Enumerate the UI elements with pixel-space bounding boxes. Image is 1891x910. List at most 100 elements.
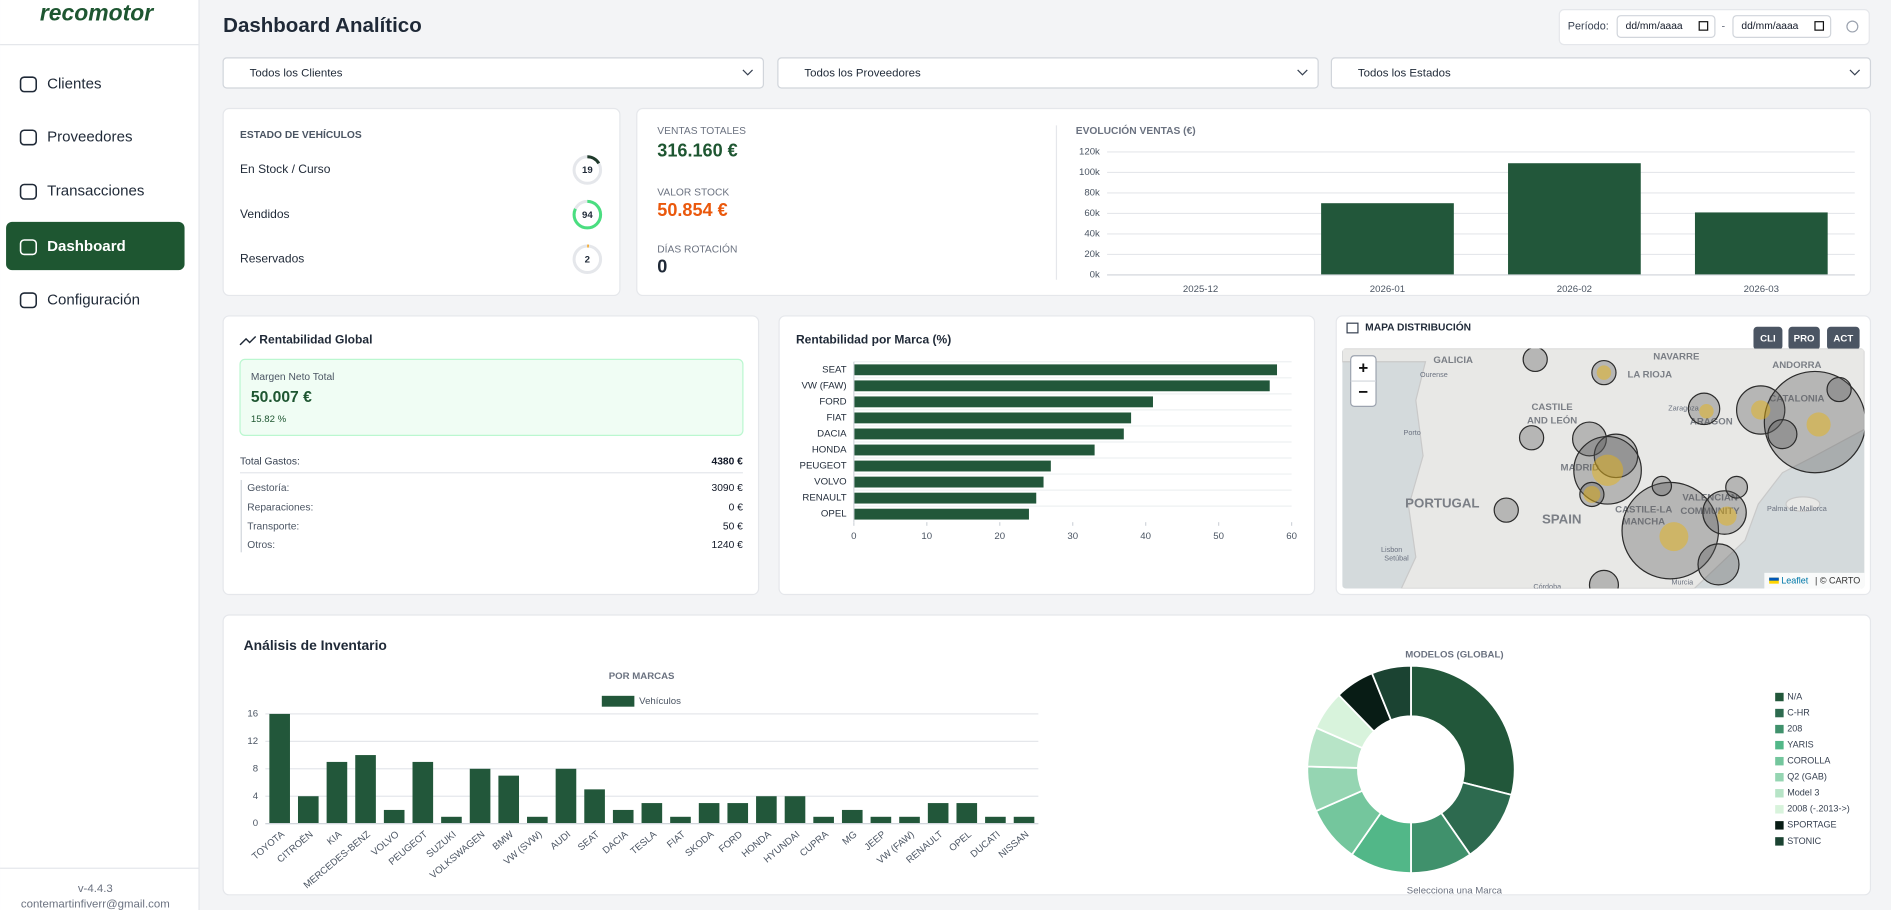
bar <box>1508 163 1641 275</box>
nav-item[interactable]: Transacciones <box>47 183 144 200</box>
chevron <box>1849 69 1861 76</box>
filter-select[interactable] <box>1330 57 1872 89</box>
kpi-label: VALOR STOCK <box>657 188 729 199</box>
map-label: Murcia <box>1671 577 1694 586</box>
status-value: 94 <box>582 210 593 221</box>
y-tick-label: FORD <box>819 396 846 407</box>
bar <box>853 396 1153 408</box>
status-label: Vendidos <box>240 207 290 221</box>
bar <box>498 775 520 824</box>
y-tick-label: 0 <box>253 818 258 829</box>
x-tick-label: 2026-01 <box>1370 284 1405 295</box>
nav-icon <box>19 183 38 200</box>
legend-swatch <box>601 695 635 707</box>
net-value: 50.007 € <box>251 389 312 406</box>
filter-select[interactable] <box>777 57 1319 89</box>
filter-select[interactable] <box>222 57 765 89</box>
expense-value: 0 € <box>729 502 744 513</box>
y-tick-label: 4 <box>253 791 259 802</box>
calendar-icon <box>1814 21 1825 31</box>
bar <box>555 768 577 824</box>
bar <box>670 816 691 824</box>
zoom-out[interactable]: − <box>1358 383 1368 402</box>
kpi-label: DÍAS ROTACIÓN <box>657 242 737 255</box>
bar <box>870 816 892 824</box>
layer-button[interactable] <box>1827 326 1860 350</box>
layer-button[interactable] <box>1753 326 1783 350</box>
bar <box>853 460 1051 472</box>
map-label: CASTILE <box>1531 402 1573 413</box>
total-value: 4380 € <box>712 457 744 468</box>
legend-label: C-HR <box>1787 707 1810 717</box>
trend-icon <box>239 335 257 346</box>
net-percent: 15.82 % <box>251 414 287 425</box>
y-tick-label: HONDA <box>812 445 847 456</box>
map-label: Ourense <box>1420 370 1448 379</box>
layer-button[interactable] <box>1788 326 1820 350</box>
bar <box>813 816 834 824</box>
map-label: ANDORRA <box>1772 360 1821 371</box>
x-tick-label: 60 <box>1286 531 1297 542</box>
card <box>222 614 1872 896</box>
map-circle <box>1687 392 1721 426</box>
chart-title: EVOLUCIÓN VENTAS (€) <box>1076 124 1196 137</box>
map-label: NAVARRE <box>1653 352 1700 363</box>
bar <box>412 761 434 824</box>
map-label: LA RIOJA <box>1627 370 1672 381</box>
map-label: CASTILE-LA <box>1615 505 1672 516</box>
bar <box>853 428 1124 440</box>
card <box>222 315 760 596</box>
date-input[interactable] <box>1732 15 1832 38</box>
y-tick-label: 12 <box>247 736 258 747</box>
y-tick-label: DACIA <box>817 429 847 440</box>
map-circle <box>1591 454 1624 486</box>
x-tick-label: 2026-02 <box>1557 284 1592 295</box>
x-tick-label: 10 <box>921 531 932 542</box>
bar <box>326 761 348 824</box>
map-label: MANCHA <box>1622 517 1665 528</box>
bar <box>641 803 663 824</box>
bar <box>269 713 290 824</box>
map-circle <box>1717 506 1737 526</box>
island <box>1785 496 1821 512</box>
nav-item[interactable]: Clientes <box>47 75 101 92</box>
flag-icon <box>1769 577 1779 581</box>
nav-active <box>6 221 185 271</box>
bar <box>1694 212 1828 275</box>
bar <box>956 803 978 824</box>
email: contemartinfiverr@gmail.com <box>21 898 170 910</box>
y-tick-label: 100k <box>1079 167 1100 178</box>
date-input[interactable] <box>1616 15 1716 38</box>
nav-item[interactable]: Dashboard <box>47 238 126 255</box>
attribution-link[interactable]: Leaflet <box>1781 576 1809 586</box>
y-tick-label: 80k <box>1084 187 1100 198</box>
hint: Selecciona una Marca <box>1407 886 1503 897</box>
logo: recomotor <box>40 0 154 26</box>
zoom-in[interactable]: + <box>1358 358 1368 377</box>
legend-label: STONIC <box>1787 836 1821 846</box>
attribution-text: | © CARTO <box>1815 576 1860 586</box>
clear-button[interactable] <box>1846 20 1859 33</box>
ring-arc <box>572 155 603 185</box>
date-placeholder: dd/mm/aaaa <box>1741 21 1798 32</box>
map-circle <box>1579 481 1605 508</box>
ring-arc <box>572 244 603 275</box>
expense-value: 3090 € <box>712 483 744 494</box>
map-circle <box>1493 497 1519 523</box>
nav-item[interactable]: Configuración <box>47 291 140 308</box>
y-tick-label: 40k <box>1084 228 1100 239</box>
legend-swatch <box>1775 724 1784 734</box>
map-circle <box>1571 421 1607 457</box>
bar <box>853 476 1044 488</box>
map-circle <box>1751 400 1771 420</box>
nav-item[interactable]: Proveedores <box>47 128 132 145</box>
card-title: ESTADO DE VEHÍCULOS <box>240 128 362 141</box>
expense-label: Reparaciones: <box>247 502 313 513</box>
card <box>222 107 621 297</box>
date-separator: - <box>1722 20 1726 32</box>
map-circle <box>1518 425 1545 451</box>
legend-swatch <box>1775 805 1784 814</box>
bar <box>853 492 1037 504</box>
layer-button-label: PRO <box>1794 333 1815 344</box>
bar <box>1013 816 1035 824</box>
